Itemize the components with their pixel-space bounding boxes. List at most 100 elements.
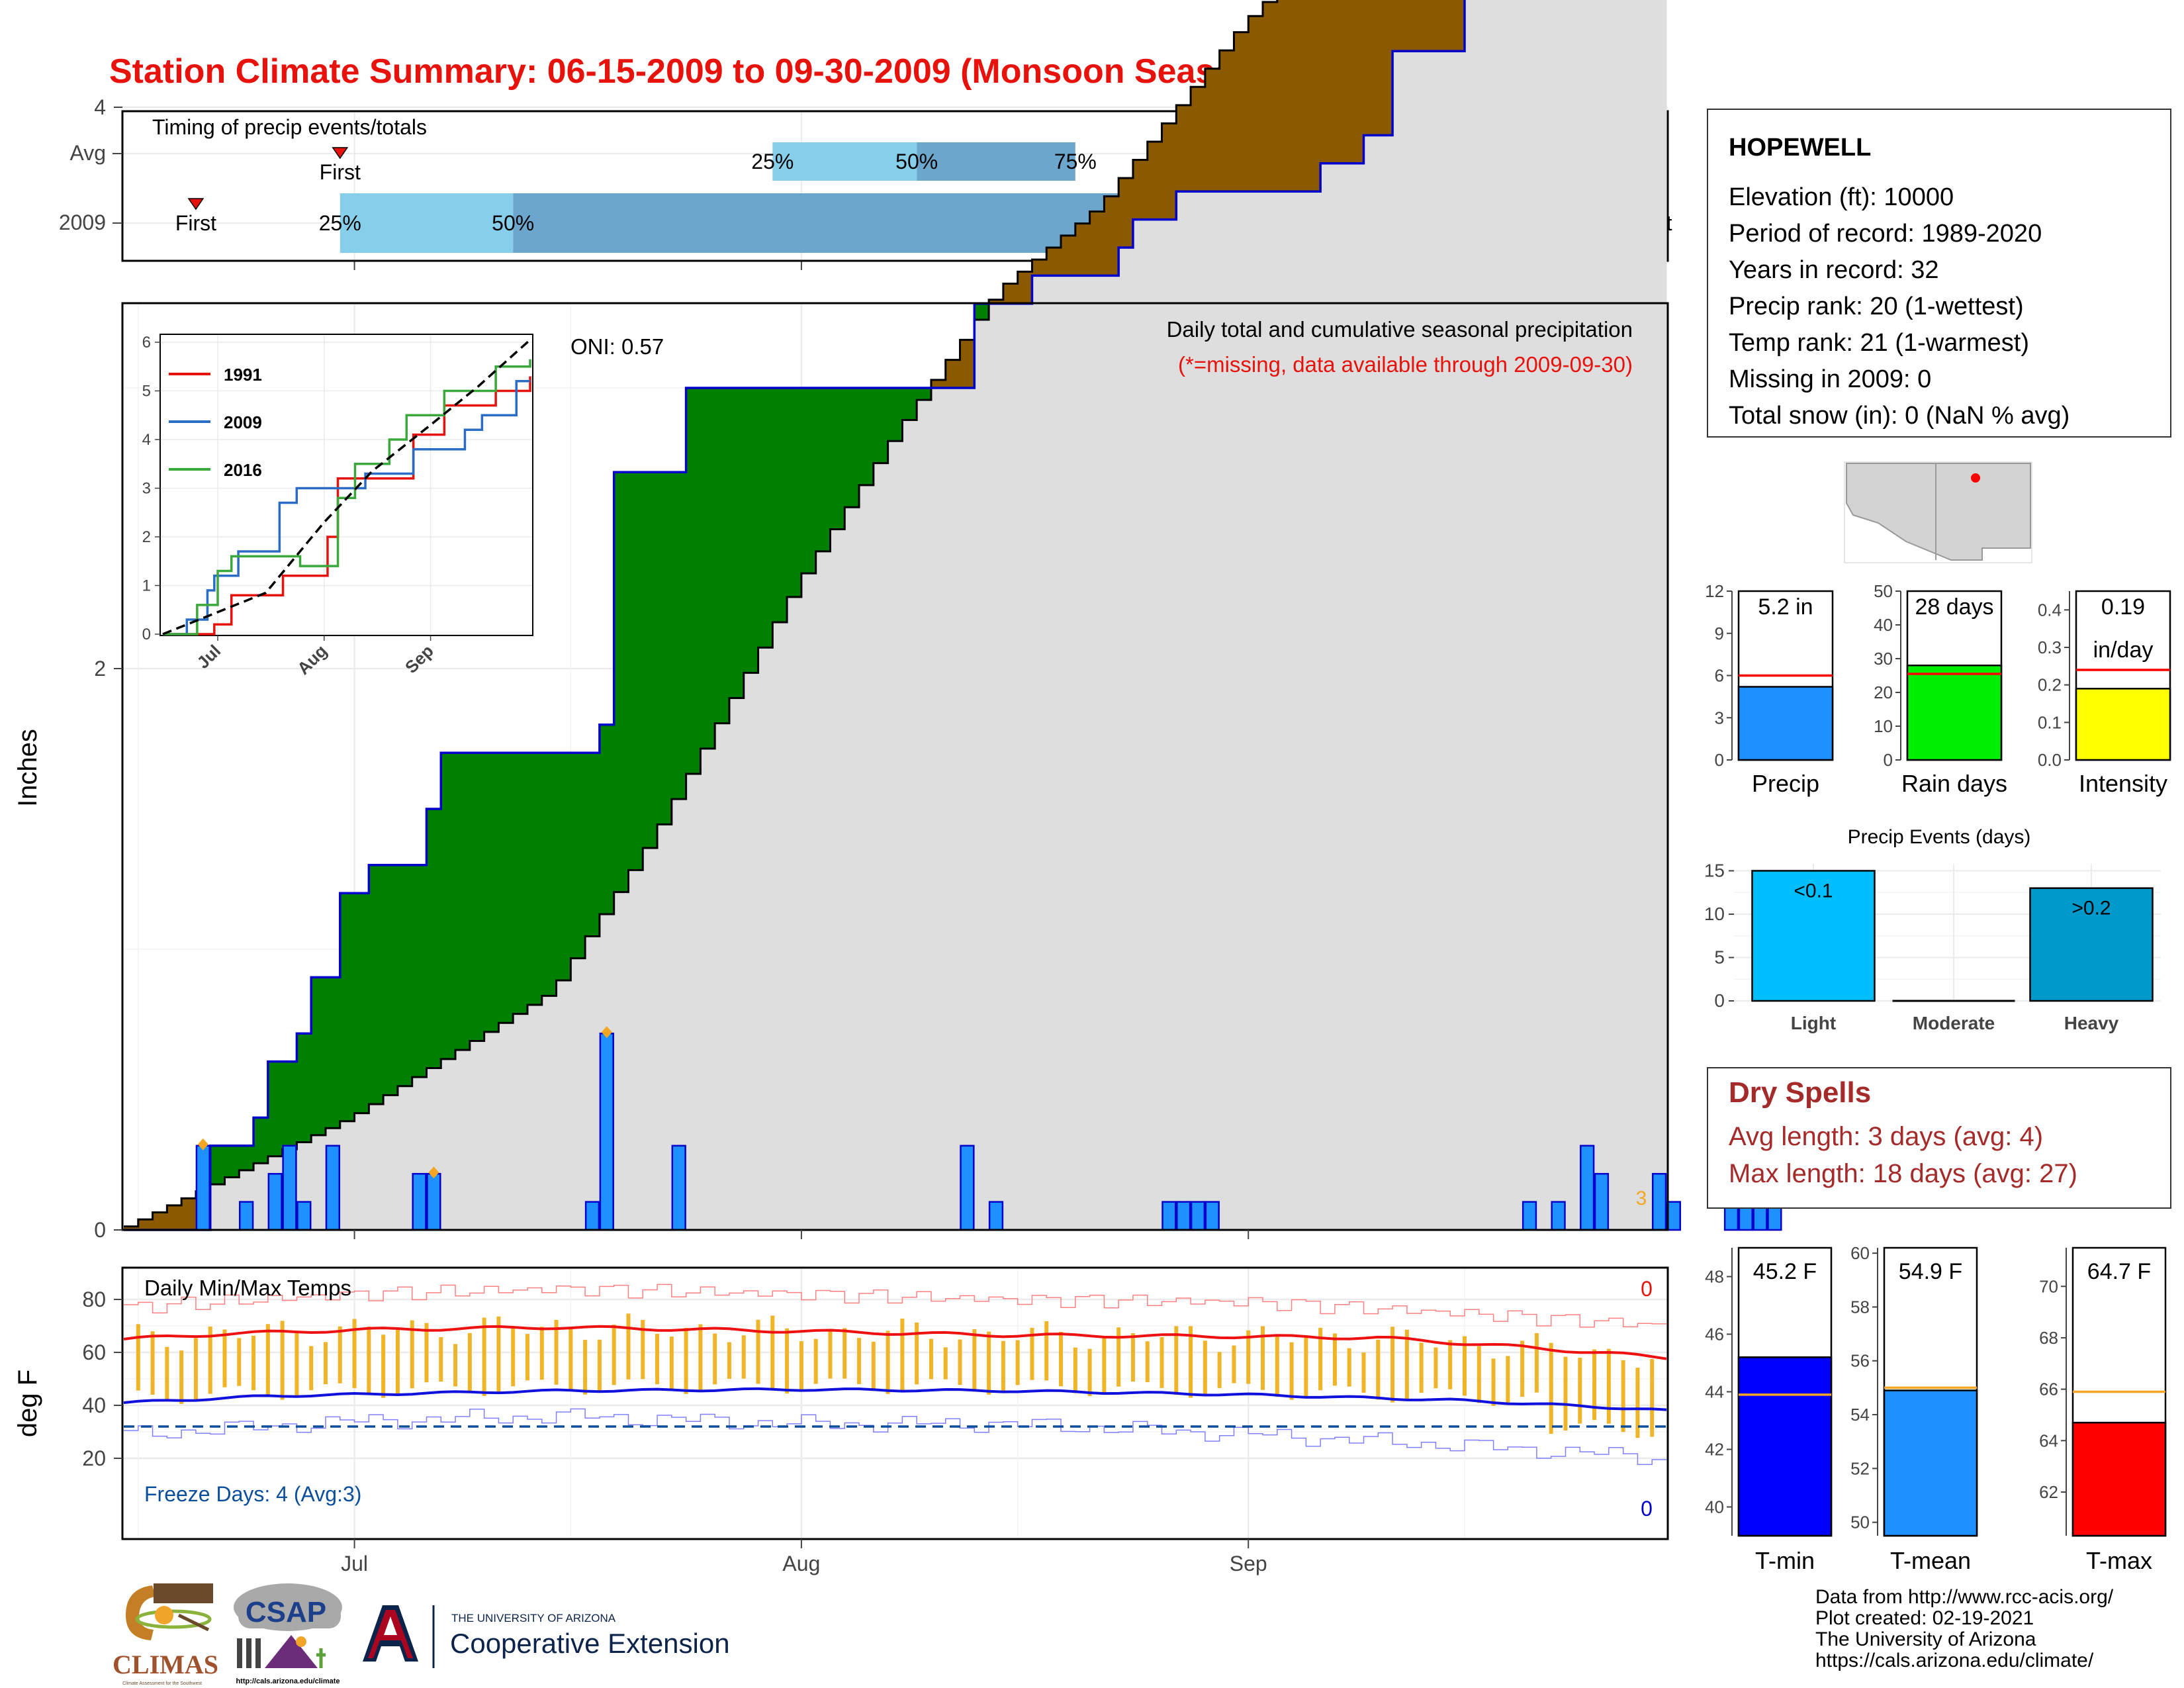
summary-label-1: Rain days — [1901, 770, 2007, 797]
cumulative-base-area — [1479, 0, 1494, 1230]
temp-summary-value-1: 54.9 F — [1899, 1259, 1962, 1284]
summary-ytick-label: 10 — [1874, 716, 1893, 736]
cumulative-base-area — [671, 799, 687, 1230]
events-bar-label: >0.2 — [2071, 898, 2111, 919]
temp-summary-value-0: 45.2 F — [1753, 1259, 1817, 1284]
temp-count-top: 0 — [1641, 1277, 1653, 1301]
daily-precip-bar — [1161, 1201, 1177, 1231]
station-name: HOPEWELL — [1729, 134, 1871, 162]
timing-row-avg: Avg — [69, 141, 106, 165]
summary-bar-0 — [1737, 686, 1834, 761]
above-average-area — [541, 753, 557, 996]
summary-value-0: 5.2 in — [1758, 594, 1813, 620]
daily-temp-bar — [367, 1327, 371, 1395]
cumulative-base-area — [1061, 275, 1076, 1230]
daily-temp-bar — [1261, 1326, 1265, 1390]
below-average-area — [1450, 0, 1465, 52]
temp-xtick-label: Sep — [1230, 1552, 1267, 1575]
cumulative-base-area — [1493, 0, 1508, 1231]
daily-temp-bar — [1404, 1329, 1409, 1399]
above-average-area — [686, 388, 702, 774]
daily-temp-bar — [1304, 1336, 1308, 1397]
above-average-area — [527, 753, 543, 1006]
events-xtick-label: Heavy — [2064, 1013, 2119, 1033]
page-title: Station Climate Summary: 06-15-2009 to 0… — [109, 52, 1268, 91]
cumulative-base-area — [1219, 191, 1235, 1231]
daily-temp-bar — [193, 1338, 198, 1401]
cumulative-base-area — [801, 573, 817, 1230]
below-average-area — [1349, 0, 1365, 164]
cumulative-base-area — [1147, 219, 1163, 1231]
summary-ytick-label: 20 — [1874, 682, 1893, 702]
summary-ytick-label: 3 — [1715, 708, 1724, 727]
above-average-area — [383, 865, 398, 1096]
events-ytick-label: 15 — [1704, 860, 1725, 880]
daily-temp-bar — [929, 1338, 933, 1380]
above-average-area — [671, 472, 687, 800]
daily-precip-bar — [296, 1201, 312, 1231]
cumulative-base-area — [1522, 0, 1537, 1231]
daily-temp-bar — [179, 1350, 184, 1404]
summary-label-2: Intensity — [2079, 770, 2167, 797]
events-title: Precip Events (days) — [1848, 826, 2031, 848]
events-ytick-label: 5 — [1714, 947, 1725, 967]
inset-ytick-label: 6 — [142, 334, 151, 352]
cumulative-base-area — [570, 958, 586, 1230]
y2009-first-label: First — [175, 211, 216, 235]
cumulative-base-area — [787, 596, 802, 1230]
daily-temp-bar — [1520, 1340, 1525, 1397]
temp-summary-ytick-label: 50 — [1850, 1513, 1870, 1532]
cumulative-base-area — [887, 441, 903, 1231]
events-xtick-label: Light — [1791, 1013, 1836, 1033]
inset-ytick-label: 1 — [142, 577, 151, 595]
summary-ytick-label: 12 — [1705, 581, 1724, 601]
cumulative-base-area — [1551, 0, 1567, 1231]
daily-temp-bar — [972, 1329, 977, 1392]
precip-missing-note: (*=missing, data available through 2009-… — [1178, 352, 1633, 377]
above-average-area — [628, 472, 643, 870]
temp-summary-ytick-label: 44 — [1705, 1382, 1724, 1402]
daily-temp-bar — [439, 1337, 443, 1382]
daily-temp-bar — [280, 1321, 285, 1400]
below-average-area — [181, 1198, 197, 1230]
avg-timing-label-50: 50% — [895, 150, 938, 173]
daily-precip-bar — [1205, 1201, 1220, 1231]
daily-temp-bar — [857, 1338, 862, 1384]
below-average-area — [1161, 123, 1177, 220]
daily-temp-bar — [785, 1328, 790, 1394]
footer-line: Data from http://www.rcc-acis.org/ — [1815, 1586, 2114, 1608]
average-cumulative-precip-line — [124, 0, 1279, 1228]
cumulative-base-area — [1450, 51, 1465, 1231]
station-info-line: Temp rank: 21 (1-warmest) — [1729, 329, 2029, 357]
events-bar-label: <0.1 — [1794, 880, 1833, 902]
cumulative-base-area — [1046, 275, 1062, 1230]
daily-temp-bar — [813, 1338, 818, 1384]
daily-temp-bar — [943, 1347, 948, 1380]
station-info-line: Missing in 2009: 0 — [1729, 365, 1931, 393]
daily-temp-bar — [684, 1327, 688, 1394]
record-low-line — [124, 1408, 1666, 1466]
daily-temp-bar — [525, 1334, 529, 1381]
cumulative-base-area — [1161, 219, 1177, 1231]
station-info-box: HOPEWELL Elevation (ft): 10000 Period of … — [1707, 109, 2171, 438]
y2009-timing-label-25: 25% — [319, 211, 361, 235]
daily-temp-bar — [1087, 1348, 1092, 1397]
temp-summary-label-1: T-mean — [1890, 1547, 1971, 1574]
daily-temp-bar — [1650, 1359, 1655, 1437]
precip-ytick-label: 4 — [94, 95, 106, 119]
summary-ytick-label: 30 — [1874, 649, 1893, 669]
daily-temp-bar — [727, 1342, 731, 1379]
daily-temp-bar — [165, 1346, 169, 1401]
below-average-area — [167, 1205, 182, 1230]
above-average-area — [599, 724, 615, 914]
cumulative-base-area — [1132, 219, 1148, 1231]
above-average-area — [614, 472, 629, 892]
below-average-area — [1205, 68, 1220, 192]
above-average-area — [311, 977, 326, 1135]
summary-ytick-label: 6 — [1715, 666, 1724, 686]
temp-summary-value-2: 64.7 F — [2087, 1259, 2151, 1284]
daily-temp-bar — [612, 1325, 616, 1385]
cumulative-base-area — [931, 388, 946, 1230]
above-average-area — [844, 388, 860, 508]
cumulative-base-area — [1191, 191, 1206, 1231]
